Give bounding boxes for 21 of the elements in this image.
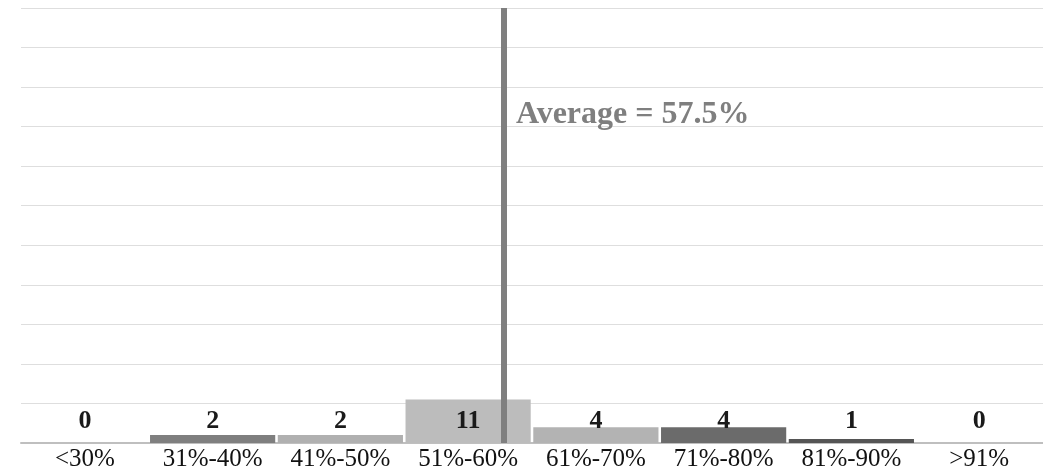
- ref-line-label: Average = 57.5%: [515, 94, 750, 130]
- x-tick-label: 71%-80%: [673, 444, 774, 471]
- bar: [150, 435, 276, 443]
- bar: [788, 439, 914, 443]
- data-label: 1: [844, 404, 858, 434]
- x-tick-label: 41%-50%: [290, 444, 391, 471]
- bar: [661, 427, 787, 443]
- x-tick-label: <30%: [54, 444, 115, 471]
- bar: [277, 435, 403, 443]
- data-label: 4: [589, 404, 603, 434]
- data-label: 2: [333, 404, 347, 434]
- x-tick-label: 81%-90%: [801, 444, 902, 471]
- data-label: 0: [972, 404, 986, 434]
- data-label: 11: [455, 404, 481, 434]
- data-label: 2: [206, 404, 220, 434]
- data-label: 4: [717, 404, 731, 434]
- x-tick-label: 51%-60%: [418, 444, 519, 471]
- x-tick-label: 31%-40%: [162, 444, 263, 471]
- data-label: 0: [78, 404, 92, 434]
- x-tick-label: >91%: [949, 444, 1010, 471]
- x-tick-label: 61%-70%: [545, 444, 646, 471]
